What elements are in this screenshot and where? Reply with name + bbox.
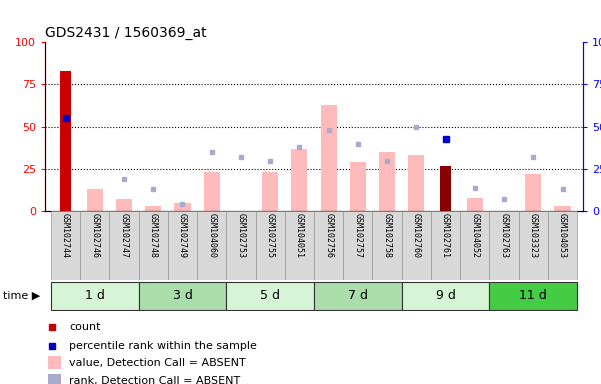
Text: GSM102744: GSM102744	[61, 213, 70, 258]
Text: 3 d: 3 d	[172, 288, 192, 301]
Bar	[489, 211, 519, 280]
Text: 9 d: 9 d	[436, 288, 456, 301]
Bar	[139, 282, 227, 310]
Bar	[379, 152, 395, 211]
Text: GSM104051: GSM104051	[295, 213, 304, 258]
Bar	[204, 172, 220, 211]
Text: GSM103323: GSM103323	[529, 213, 538, 258]
Text: GSM104053: GSM104053	[558, 213, 567, 258]
Bar	[401, 211, 431, 280]
Bar	[227, 282, 314, 310]
Bar	[255, 211, 285, 280]
Text: 7 d: 7 d	[348, 288, 368, 301]
Bar	[227, 211, 255, 280]
Bar	[168, 211, 197, 280]
Bar	[343, 211, 373, 280]
Bar	[460, 211, 489, 280]
Bar	[519, 211, 548, 280]
Bar	[401, 282, 489, 310]
Bar	[139, 211, 168, 280]
Bar	[320, 105, 337, 211]
Bar	[47, 356, 61, 369]
Bar	[174, 203, 191, 211]
Bar	[47, 374, 61, 384]
Bar	[431, 211, 460, 280]
Bar	[314, 211, 343, 280]
Text: GSM104060: GSM104060	[207, 213, 216, 258]
Text: GSM102761: GSM102761	[441, 213, 450, 258]
Bar	[51, 282, 139, 310]
Bar	[314, 282, 401, 310]
Bar	[262, 172, 278, 211]
Bar	[440, 166, 451, 211]
Bar	[525, 174, 542, 211]
Bar	[51, 211, 80, 280]
Text: GSM102747: GSM102747	[120, 213, 129, 258]
Bar	[285, 211, 314, 280]
Text: GSM104052: GSM104052	[471, 213, 480, 258]
Bar	[467, 198, 483, 211]
Text: GSM102758: GSM102758	[383, 213, 392, 258]
Bar	[291, 149, 308, 211]
Bar	[60, 71, 71, 211]
Text: 1 d: 1 d	[85, 288, 105, 301]
Bar	[489, 282, 577, 310]
Text: GSM102763: GSM102763	[499, 213, 508, 258]
Bar	[555, 206, 570, 211]
Bar	[109, 211, 139, 280]
Bar	[80, 211, 109, 280]
Bar	[145, 206, 161, 211]
Bar	[87, 189, 103, 211]
Text: GSM102756: GSM102756	[324, 213, 333, 258]
Text: GSM102746: GSM102746	[90, 213, 99, 258]
Bar	[350, 162, 366, 211]
Bar	[548, 211, 577, 280]
Text: value, Detection Call = ABSENT: value, Detection Call = ABSENT	[69, 358, 246, 368]
Bar	[116, 199, 132, 211]
Text: rank, Detection Call = ABSENT: rank, Detection Call = ABSENT	[69, 376, 240, 384]
Bar	[408, 156, 424, 211]
Bar	[197, 211, 227, 280]
Text: GSM102748: GSM102748	[148, 213, 157, 258]
Text: time ▶: time ▶	[3, 291, 40, 301]
Text: count: count	[69, 322, 101, 332]
Text: percentile rank within the sample: percentile rank within the sample	[69, 341, 257, 351]
Text: GSM102760: GSM102760	[412, 213, 421, 258]
Bar	[373, 211, 401, 280]
Text: 5 d: 5 d	[260, 288, 280, 301]
Text: GSM102749: GSM102749	[178, 213, 187, 258]
Text: 11 d: 11 d	[519, 288, 547, 301]
Text: GSM102757: GSM102757	[353, 213, 362, 258]
Text: GDS2431 / 1560369_at: GDS2431 / 1560369_at	[45, 26, 207, 40]
Text: GSM102753: GSM102753	[236, 213, 245, 258]
Text: GSM102755: GSM102755	[266, 213, 275, 258]
